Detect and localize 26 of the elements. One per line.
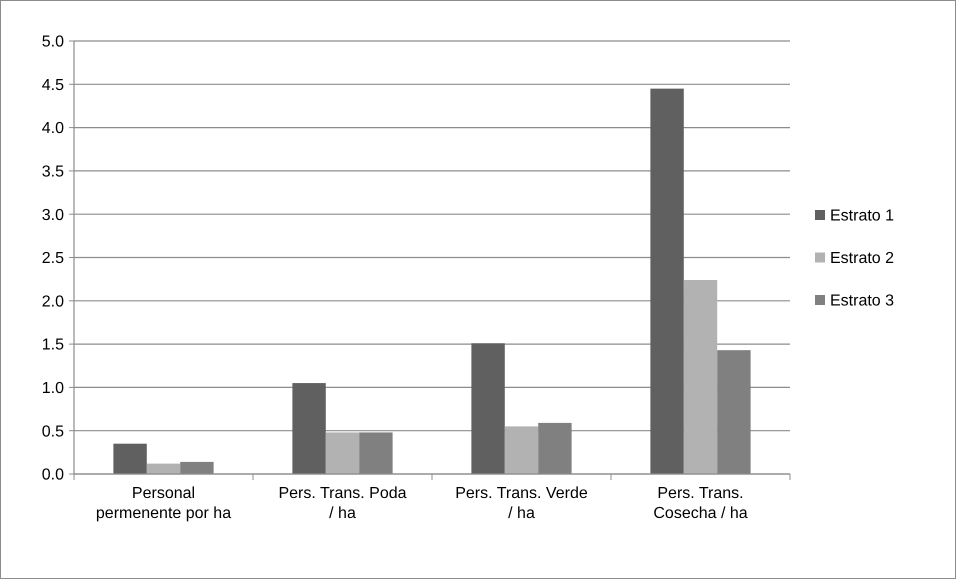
y-tick-label: 1.0 bbox=[42, 380, 64, 397]
y-tick-label: 5.0 bbox=[42, 34, 64, 51]
legend-label: Estrato 2 bbox=[830, 250, 894, 268]
bar bbox=[326, 432, 360, 474]
y-tick-label: 2.0 bbox=[42, 293, 64, 310]
y-tick-label: 1.5 bbox=[42, 336, 64, 354]
y-tick-label: 2.5 bbox=[42, 250, 64, 268]
bar bbox=[684, 280, 718, 474]
y-tick-label: 0.0 bbox=[42, 466, 64, 484]
bar bbox=[471, 343, 505, 474]
y-tick-label: 4.0 bbox=[42, 120, 64, 138]
y-tick-label: 0.5 bbox=[42, 423, 64, 440]
legend-label: Estrato 3 bbox=[830, 292, 894, 310]
x-tick-label: Pers. Trans. Verde / ha bbox=[455, 485, 588, 522]
bar bbox=[650, 88, 684, 474]
y-tick-label: 3.0 bbox=[42, 206, 64, 224]
x-tick-label: Pers. Trans. Cosecha / ha bbox=[653, 485, 748, 522]
bar bbox=[113, 444, 147, 474]
y-tick-label: 3.5 bbox=[42, 164, 64, 180]
legend-label: Estrato 1 bbox=[830, 208, 894, 225]
bar bbox=[146, 464, 180, 474]
x-tick-label: Personal permenente por ha bbox=[96, 485, 232, 522]
bar bbox=[504, 426, 538, 474]
x-tick-label: Pers. Trans. Poda / ha bbox=[278, 485, 407, 522]
y-tick-label: 4.5 bbox=[42, 76, 64, 94]
bar bbox=[292, 383, 326, 474]
